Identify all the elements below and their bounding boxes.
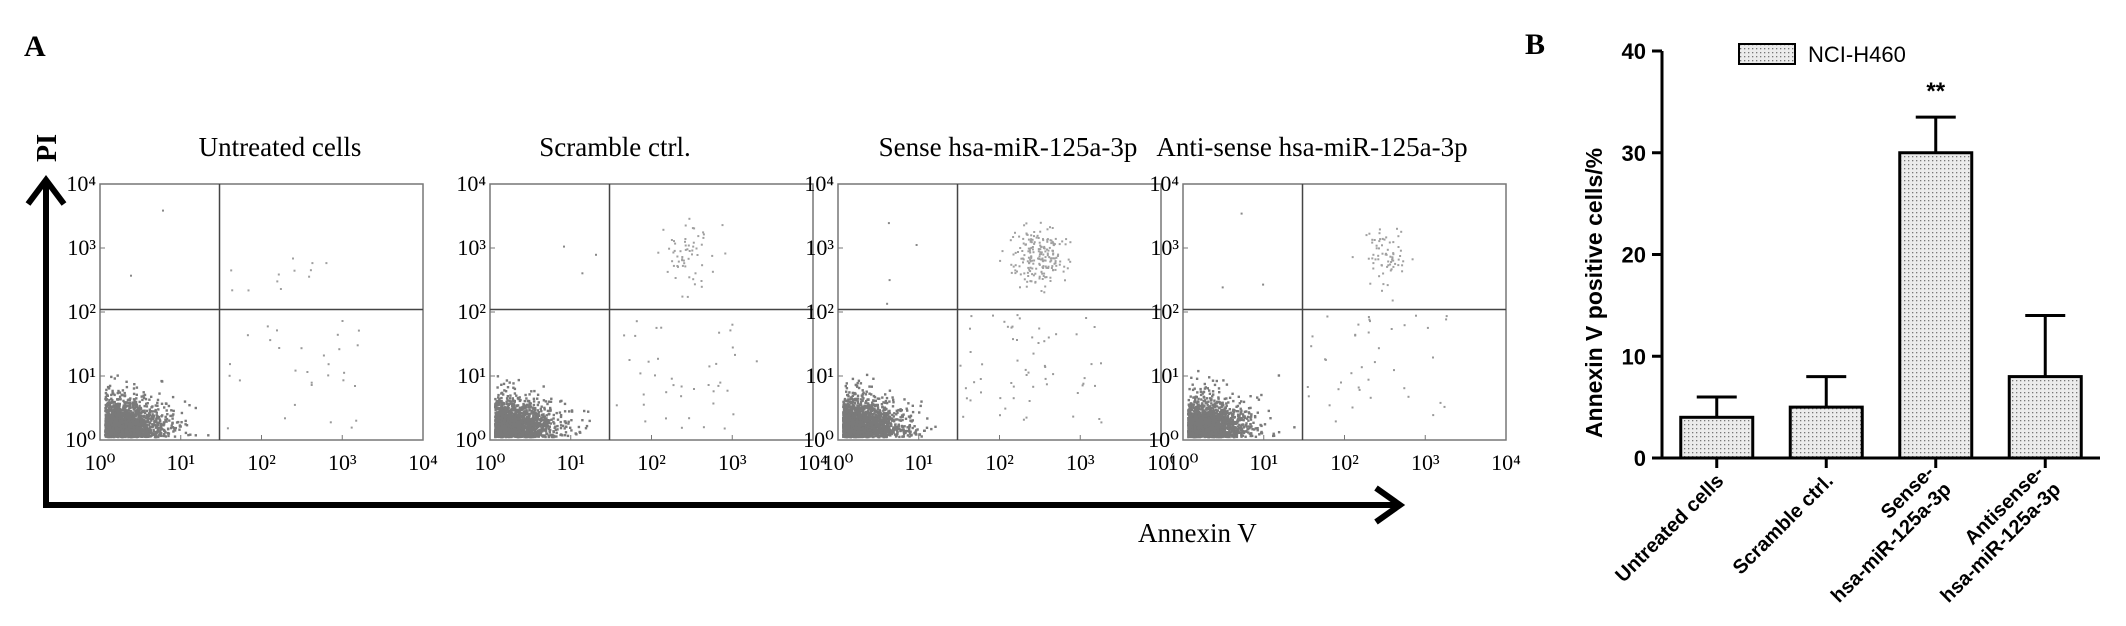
flow-x-tick: 10³ xyxy=(328,450,357,475)
bar-y-tick-label: 0 xyxy=(1634,446,1646,471)
flow-plot-frame xyxy=(99,183,424,441)
flow-y-tick: 10¹ xyxy=(805,363,834,388)
legend-label: NCI-H460 xyxy=(1808,42,1906,67)
flow-x-tick: 10² xyxy=(985,450,1014,475)
flow-plot-frame xyxy=(489,183,814,441)
pi-axis-label: PI xyxy=(32,134,63,162)
flow-dots xyxy=(494,217,758,439)
bar-category-label: Untreated cells xyxy=(1611,470,1728,587)
panel-a-label: A xyxy=(24,30,46,63)
panel-b-label: B xyxy=(1525,28,1545,61)
flow-y-tick: 10⁰ xyxy=(455,427,486,452)
bar-category-label: Scramble ctrl. xyxy=(1729,470,1838,579)
flow-x-tick: 10⁰ xyxy=(1168,450,1199,475)
flow-y-tick: 10⁴ xyxy=(456,171,486,196)
flow-y-tick: 10² xyxy=(805,299,834,324)
flow-y-tick: 10³ xyxy=(1150,235,1179,260)
annexin-axis-arrowhead xyxy=(1374,485,1406,525)
bar-y-tick-label: 40 xyxy=(1622,39,1646,64)
flow-x-tick: 10¹ xyxy=(556,450,585,475)
flow-y-tick: 10³ xyxy=(457,235,486,260)
flow-y-tick: 10⁴ xyxy=(66,171,96,196)
flow-x-tick: 10⁴ xyxy=(798,450,828,475)
flow-x-tick: 10⁽ xyxy=(1147,450,1174,475)
legend: NCI-H460 xyxy=(1738,42,1906,67)
flow-y-tick: 10¹ xyxy=(67,363,96,388)
flow-x-tick: 10⁰ xyxy=(85,450,116,475)
flow-x-tick: 10² xyxy=(637,450,666,475)
flow-y-tick: 10⁴ xyxy=(804,171,834,196)
flow-x-tick: 10⁰ xyxy=(823,450,854,475)
flow-y-tick: 10³ xyxy=(67,235,96,260)
flow-x-tick: 10² xyxy=(1330,450,1359,475)
flow-x-tick: 10⁴ xyxy=(408,450,438,475)
flow-x-tick: 10⁰ xyxy=(475,450,506,475)
bar xyxy=(1788,405,1864,460)
flow-plot: Anti-sense hsa-miR-125a-3p 10⁰ 10¹ 10² 10³ 10… xyxy=(1148,132,1521,475)
annexin-axis-label: Annexin V xyxy=(1138,518,1257,548)
flow-plot-frame xyxy=(1182,183,1507,441)
flow-y-tick: 10² xyxy=(457,299,486,324)
significance-marker: ** xyxy=(1926,78,1945,105)
flow-dots xyxy=(842,221,1103,439)
flow-y-tick: 10⁰ xyxy=(65,427,96,452)
bar-y-tick-label: 30 xyxy=(1622,141,1646,166)
flow-y-tick: 10⁰ xyxy=(803,427,834,452)
panel-a: A PI Annexin V Untreated cells 10⁰ 10¹ 10² 1… xyxy=(24,30,1521,548)
flow-dots xyxy=(1187,212,1448,439)
flow-y-tick: 10⁴ xyxy=(1149,171,1179,196)
flow-x-tick: 10³ xyxy=(1066,450,1095,475)
flow-plot-title: Anti-sense hsa-miR-125a-3p xyxy=(1156,132,1467,162)
bar-y-tick-label: 10 xyxy=(1622,344,1646,369)
pi-axis-arrowhead xyxy=(25,175,67,206)
bar-y-axis-label: Annexin V positive cells/% xyxy=(1581,148,1607,438)
flow-plot: Untreated cells 10⁰ 10¹ 10² 10³ 10⁴ 10⁰ 10¹ 10² 1… xyxy=(65,132,438,475)
flow-y-tick: 10¹ xyxy=(457,363,486,388)
flow-x-tick: 10¹ xyxy=(904,450,933,475)
bar xyxy=(1679,415,1755,460)
bar xyxy=(1898,151,1974,460)
flow-plot: Scramble ctrl. 10⁰ 10¹ 10² 10³ 10⁴ 10⁰ 10¹ 10² 10… xyxy=(455,132,828,475)
flow-x-tick: 10⁴ xyxy=(1491,450,1521,475)
bar-y-tick-label: 20 xyxy=(1622,243,1646,268)
flow-plot-title: Scramble ctrl. xyxy=(539,132,690,162)
panel-b: B Annexin V positive cells/% NCI-H460 0 1… xyxy=(1525,28,2100,607)
flow-y-tick: 10⁰ xyxy=(1148,427,1179,452)
legend-swatch xyxy=(1738,43,1796,65)
flow-y-tick: 10² xyxy=(1150,299,1179,324)
flow-x-tick: 10³ xyxy=(718,450,747,475)
flow-y-tick: 10² xyxy=(67,299,96,324)
flow-x-tick: 10¹ xyxy=(1249,450,1278,475)
flow-x-tick: 10² xyxy=(247,450,276,475)
flow-y-tick: 10³ xyxy=(805,235,834,260)
flow-plot-title: Sense hsa-miR-125a-3p xyxy=(879,132,1138,162)
flow-dots xyxy=(104,209,360,439)
flow-plot: Sense hsa-miR-125a-3p 10⁰ 10¹ 10² 10³ 10⁴ 10⁰ 1… xyxy=(803,132,1175,475)
flow-x-tick: 10¹ xyxy=(166,450,195,475)
flow-x-tick: 10³ xyxy=(1411,450,1440,475)
flow-plot-title: Untreated cells xyxy=(199,132,362,162)
bar xyxy=(2007,375,2083,460)
flow-y-tick: 10¹ xyxy=(1150,363,1179,388)
